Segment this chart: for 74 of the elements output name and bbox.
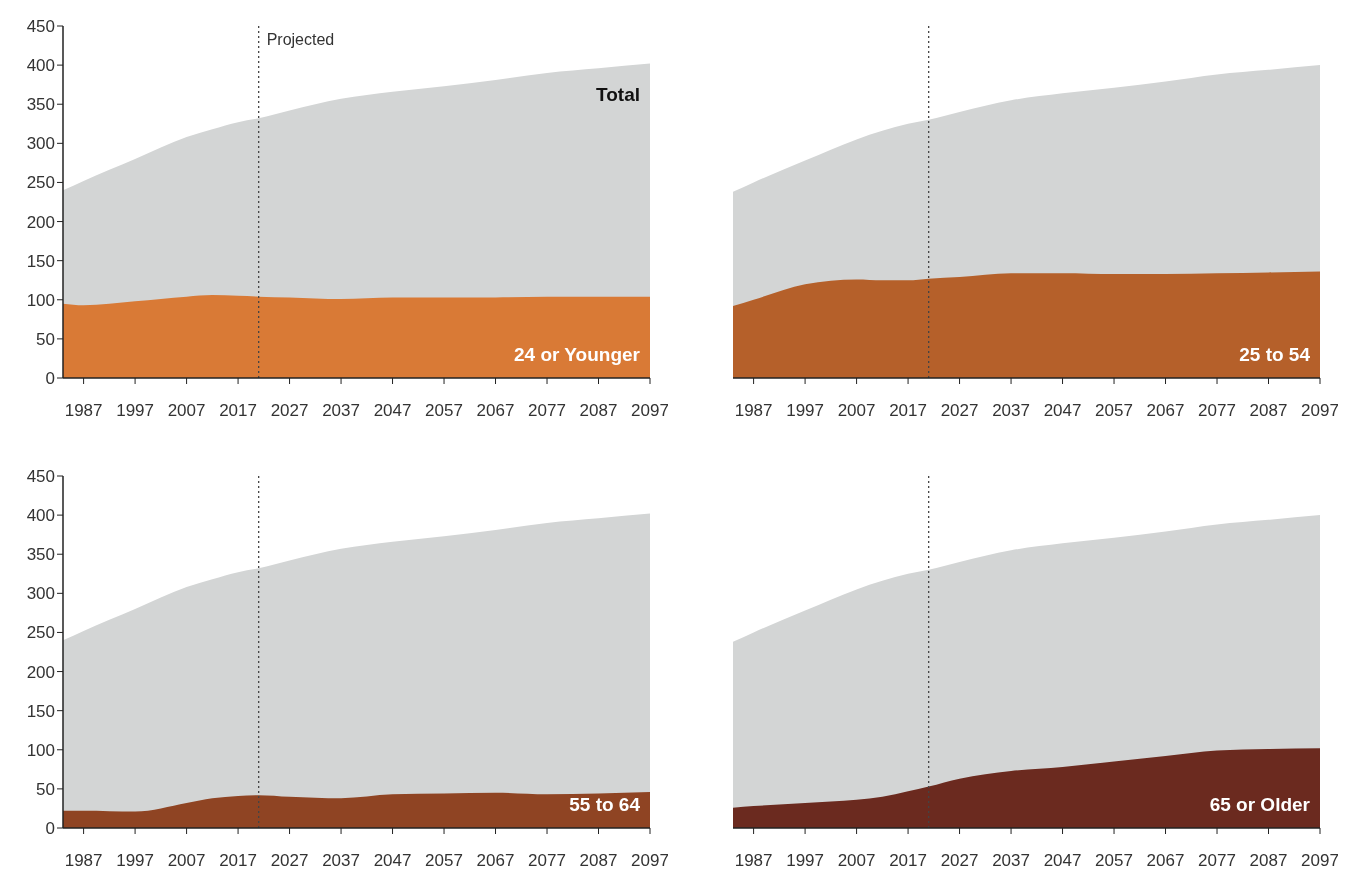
x-tick-label: 2097 bbox=[1301, 401, 1339, 421]
y-tick-label: 350 bbox=[26, 545, 55, 565]
x-tick-label: 2047 bbox=[373, 401, 412, 421]
y-tick-label: 450 bbox=[26, 17, 55, 37]
x-tick-label: 2087 bbox=[579, 851, 618, 869]
x-tick-label: 2047 bbox=[1043, 851, 1082, 869]
y-tick-label: 100 bbox=[26, 290, 55, 310]
x-tick-label: 1987 bbox=[64, 401, 103, 421]
x-tick-label: 2027 bbox=[940, 851, 979, 869]
series-label: 55 to 64 bbox=[569, 794, 640, 816]
y-tick-label: 0 bbox=[45, 369, 55, 389]
x-tick-label: 2017 bbox=[889, 401, 927, 421]
y-tick-label: 300 bbox=[26, 134, 55, 154]
y-tick-label: 150 bbox=[26, 251, 55, 271]
y-tick-label: 100 bbox=[26, 740, 55, 760]
x-tick-label: 2057 bbox=[1095, 851, 1133, 869]
series-label: 24 or Younger bbox=[514, 344, 640, 366]
x-tick-label: 1997 bbox=[786, 401, 824, 421]
x-tick-label: 1997 bbox=[116, 401, 154, 421]
series-label: Total bbox=[596, 83, 640, 106]
x-tick-label: 2067 bbox=[1146, 401, 1185, 421]
series-label: 65 or Older bbox=[1209, 794, 1310, 816]
x-tick-label: 1997 bbox=[116, 851, 154, 869]
y-tick-label: 250 bbox=[26, 173, 55, 193]
y-tick-label: 250 bbox=[26, 623, 55, 643]
x-tick-label: 1997 bbox=[786, 851, 824, 869]
x-tick-label: 1987 bbox=[64, 851, 103, 869]
y-tick-label: 0 bbox=[45, 819, 55, 839]
x-tick-label: 2037 bbox=[992, 401, 1030, 421]
x-tick-label: 2097 bbox=[631, 851, 669, 869]
x-tick-label: 2057 bbox=[1095, 401, 1133, 421]
x-tick-label: 2017 bbox=[219, 851, 257, 869]
x-tick-label: 2037 bbox=[322, 401, 360, 421]
x-tick-label: 2087 bbox=[1249, 401, 1288, 421]
x-tick-label: 2007 bbox=[167, 851, 206, 869]
x-tick-label: 2007 bbox=[837, 401, 876, 421]
x-tick-label: 2067 bbox=[1146, 851, 1185, 869]
x-tick-label: 2047 bbox=[373, 851, 412, 869]
y-tick-label: 400 bbox=[26, 506, 55, 526]
y-tick-label: 200 bbox=[26, 212, 55, 232]
y-tick-label: 450 bbox=[26, 467, 55, 487]
series-label: 25 to 54 bbox=[1239, 344, 1310, 366]
x-tick-label: 2037 bbox=[992, 851, 1030, 869]
y-tick-label: 300 bbox=[26, 584, 55, 604]
x-tick-label: 2017 bbox=[219, 401, 257, 421]
x-tick-label: 1987 bbox=[734, 851, 773, 869]
y-tick-label: 50 bbox=[36, 779, 55, 799]
y-tick-label: 200 bbox=[26, 662, 55, 682]
x-tick-label: 2087 bbox=[1249, 851, 1288, 869]
x-tick-label: 2047 bbox=[1043, 401, 1082, 421]
x-tick-label: 2037 bbox=[322, 851, 360, 869]
x-tick-label: 2067 bbox=[476, 401, 515, 421]
x-tick-label: 1987 bbox=[734, 401, 773, 421]
y-tick-label: 50 bbox=[36, 329, 55, 349]
x-tick-label: 2027 bbox=[270, 401, 309, 421]
x-tick-label: 2057 bbox=[425, 401, 463, 421]
x-tick-label: 2027 bbox=[940, 401, 979, 421]
x-tick-label: 2017 bbox=[889, 851, 927, 869]
y-tick-label: 350 bbox=[26, 95, 55, 115]
y-tick-label: 150 bbox=[26, 701, 55, 721]
x-tick-label: 2067 bbox=[476, 851, 515, 869]
x-tick-label: 2077 bbox=[1198, 851, 1236, 869]
x-tick-label: 2007 bbox=[167, 401, 206, 421]
x-tick-label: 2057 bbox=[425, 851, 463, 869]
x-tick-label: 2097 bbox=[1301, 851, 1339, 869]
ref-line-label: Projected bbox=[266, 31, 335, 49]
x-tick-label: 2077 bbox=[1198, 401, 1236, 421]
x-tick-label: 2007 bbox=[837, 851, 876, 869]
x-tick-label: 2087 bbox=[579, 401, 618, 421]
x-tick-label: 2077 bbox=[528, 401, 566, 421]
x-tick-label: 2027 bbox=[270, 851, 309, 869]
x-tick-label: 2077 bbox=[528, 851, 566, 869]
x-tick-label: 2097 bbox=[631, 401, 669, 421]
y-tick-label: 400 bbox=[26, 56, 55, 76]
